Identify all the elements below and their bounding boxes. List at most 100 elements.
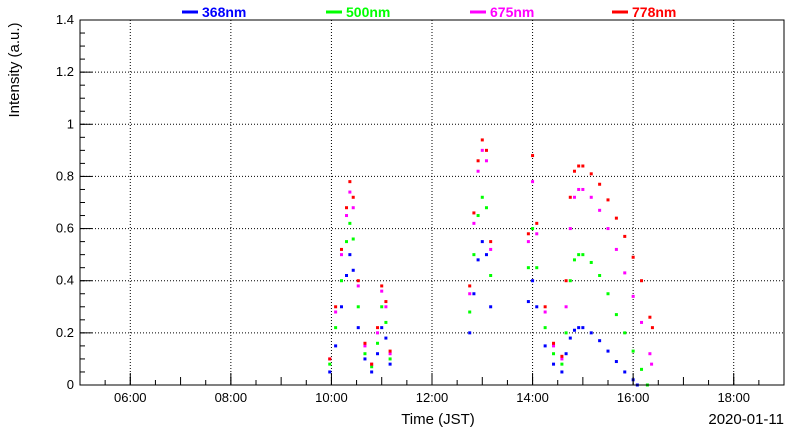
data-point: [328, 370, 332, 374]
data-point: [376, 352, 380, 356]
data-point: [531, 279, 535, 283]
legend-label: 368nm: [202, 4, 246, 20]
x-tick-label: 06:00: [114, 390, 147, 405]
data-point: [348, 253, 352, 257]
data-point: [376, 341, 380, 345]
data-point: [535, 221, 539, 225]
legend-label: 778nm: [632, 4, 676, 20]
y-tick-label: 1.4: [56, 12, 74, 27]
data-point: [328, 362, 332, 366]
data-point: [568, 195, 572, 199]
data-point: [589, 260, 593, 264]
data-point: [526, 266, 530, 270]
y-tick-label: 1: [67, 116, 74, 131]
data-point: [363, 357, 367, 361]
axis-ticks: 06:00 08:00 10:00 12:00 14:00 16:00 18:00 0 0.2 0…: [56, 12, 785, 405]
data-point: [370, 365, 374, 369]
data-point: [543, 326, 547, 330]
data-point: [572, 195, 576, 199]
series-368nm: [328, 240, 639, 387]
data-point: [472, 253, 476, 257]
data-point: [363, 344, 367, 348]
data-point: [581, 326, 585, 330]
data-point: [380, 326, 384, 330]
data-point: [564, 305, 568, 309]
data-point: [480, 195, 484, 199]
x-tick-label: 16:00: [617, 390, 650, 405]
data-point: [356, 326, 360, 330]
data-point: [577, 326, 581, 330]
data-point: [552, 344, 556, 348]
data-point: [334, 326, 338, 330]
data-point: [560, 362, 564, 366]
x-axis-title: Time (JST): [401, 411, 475, 428]
data-point: [577, 187, 581, 191]
data-point: [572, 169, 576, 173]
data-point: [623, 234, 627, 238]
data-point: [535, 232, 539, 236]
data-point: [614, 313, 618, 317]
data-point: [581, 253, 585, 257]
series-675nm: [328, 148, 654, 366]
data-point: [640, 320, 644, 324]
data-point: [568, 227, 572, 231]
data-point: [650, 362, 654, 366]
data-point: [384, 320, 388, 324]
data-point: [472, 292, 476, 296]
data-point: [345, 274, 349, 277]
data-point: [572, 258, 576, 262]
data-point: [581, 187, 585, 191]
data-point: [356, 279, 360, 283]
data-point: [339, 253, 343, 257]
data-point: [526, 240, 530, 244]
data-point: [351, 237, 355, 241]
data-point: [606, 292, 610, 296]
data-point: [468, 284, 472, 288]
data-point: [606, 349, 610, 353]
data-point: [623, 370, 627, 374]
data-point: [370, 362, 374, 366]
data-point: [345, 206, 349, 210]
data-point: [489, 274, 493, 277]
data-point: [598, 208, 602, 212]
data-point: [384, 336, 388, 340]
data-point: [526, 300, 530, 304]
data-point: [472, 221, 476, 225]
data-point: [560, 370, 564, 374]
data-point: [577, 253, 581, 257]
data-point: [543, 310, 547, 314]
data-point: [606, 227, 610, 231]
data-point: [334, 310, 338, 314]
y-axis-title: Intensity (a.u.): [6, 22, 23, 117]
data-point: [564, 352, 568, 356]
data-point: [543, 344, 547, 348]
data-point: [535, 266, 539, 270]
data-point: [489, 305, 493, 309]
data-point: [339, 247, 343, 251]
y-tick-label: 1.2: [56, 64, 74, 79]
data-point: [380, 289, 384, 293]
y-tick-label: 0.6: [56, 221, 74, 236]
data-point: [480, 240, 484, 244]
data-point: [484, 206, 488, 210]
data-point: [476, 159, 480, 163]
data-point: [568, 279, 572, 283]
data-point: [568, 336, 572, 340]
data-point: [560, 354, 564, 358]
data-point: [376, 326, 380, 330]
data-point: [328, 357, 332, 361]
data-point: [388, 362, 392, 366]
y-tick-label: 0: [67, 377, 74, 392]
data-point: [472, 211, 476, 215]
data-point: [564, 279, 568, 283]
data-point: [531, 227, 535, 231]
data-point: [384, 300, 388, 304]
data-point: [577, 164, 581, 168]
data-point: [631, 294, 635, 298]
data-point: [598, 274, 602, 277]
data-point: [339, 305, 343, 309]
x-tick-label: 12:00: [416, 390, 449, 405]
data-point: [552, 362, 556, 366]
data-point: [531, 154, 535, 158]
